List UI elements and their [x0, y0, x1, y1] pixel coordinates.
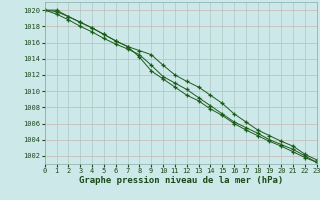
X-axis label: Graphe pression niveau de la mer (hPa): Graphe pression niveau de la mer (hPa): [79, 176, 283, 185]
